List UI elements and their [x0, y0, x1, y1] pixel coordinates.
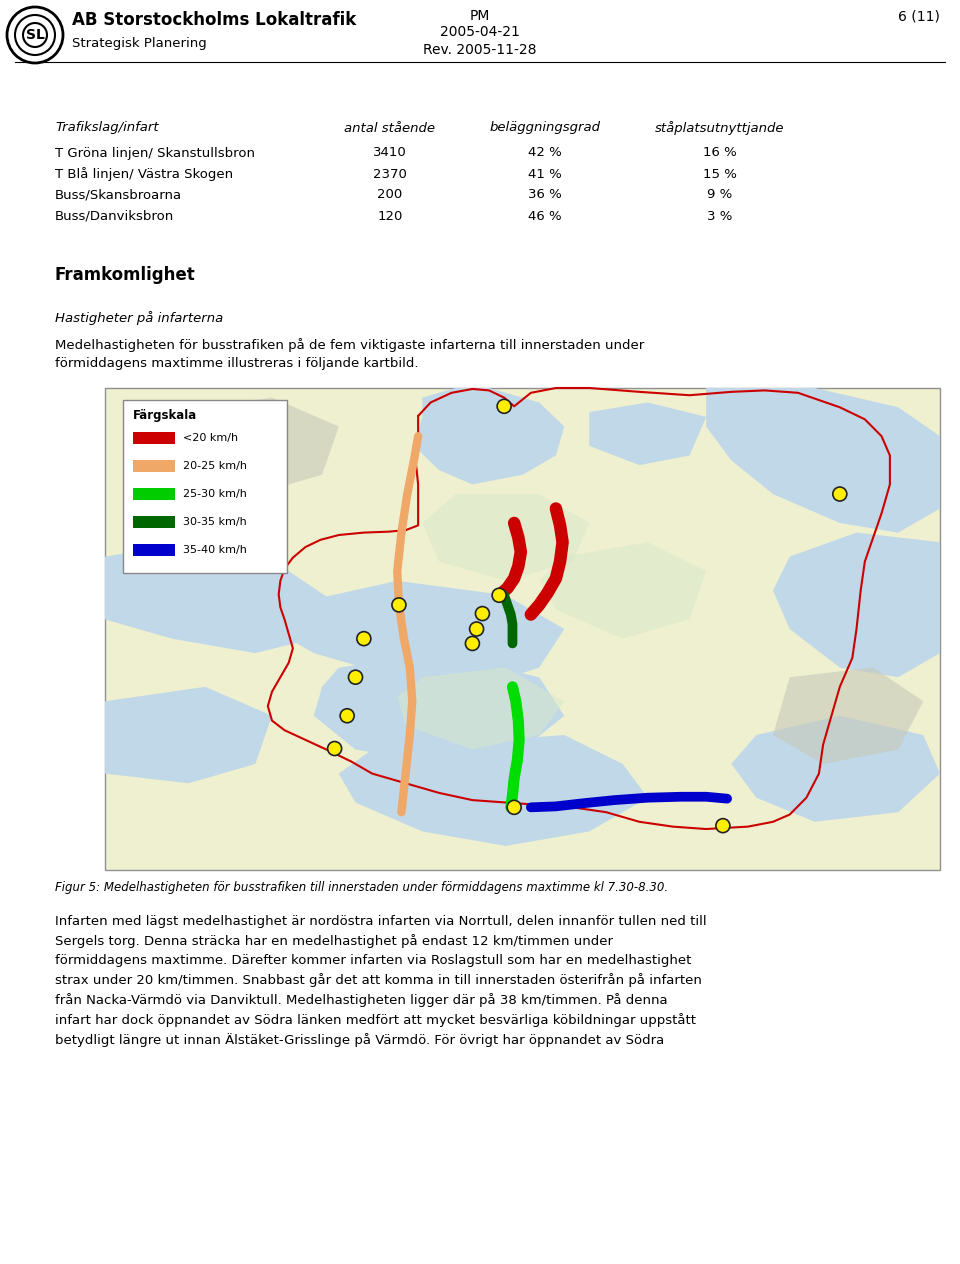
Polygon shape [422, 494, 589, 580]
Text: SL: SL [26, 28, 44, 42]
Circle shape [348, 670, 363, 684]
Text: 9 %: 9 % [708, 188, 732, 201]
Polygon shape [339, 736, 648, 846]
Bar [133, 432, 175, 444]
Circle shape [466, 637, 479, 651]
Polygon shape [314, 653, 564, 763]
Text: AB Storstockholms Lokaltrafik: AB Storstockholms Lokaltrafik [72, 11, 356, 29]
Polygon shape [397, 667, 564, 750]
Text: 36 %: 36 % [528, 188, 562, 201]
Text: beläggningsgrad: beläggningsgrad [490, 121, 601, 134]
Polygon shape [773, 532, 940, 678]
Text: Buss/Danviksbron: Buss/Danviksbron [55, 210, 175, 222]
Polygon shape [589, 402, 707, 465]
Text: 30-35 km/h: 30-35 km/h [183, 517, 247, 527]
Text: 25-30 km/h: 25-30 km/h [183, 489, 247, 499]
Bar [133, 516, 175, 528]
Polygon shape [105, 686, 272, 784]
Polygon shape [540, 542, 707, 638]
Circle shape [23, 23, 47, 47]
Circle shape [357, 632, 371, 646]
Text: PM: PM [469, 9, 491, 23]
Polygon shape [414, 388, 564, 484]
Text: Figur 5: Medelhastigheten för busstrafiken till innerstaden under förmiddagens m: Figur 5: Medelhastigheten för busstrafik… [55, 881, 668, 895]
Text: Buss/Skansbroarna: Buss/Skansbroarna [55, 188, 182, 201]
Circle shape [469, 622, 484, 636]
Text: 42 %: 42 % [528, 147, 562, 159]
Circle shape [507, 800, 521, 814]
Text: 3 %: 3 % [708, 210, 732, 222]
Text: T Gröna linjen/ Skanstullsbron: T Gröna linjen/ Skanstullsbron [55, 147, 255, 159]
Text: Trafikslag/infart: Trafikslag/infart [55, 121, 158, 134]
Text: 200: 200 [377, 188, 402, 201]
Text: antal stående: antal stående [345, 121, 436, 134]
Circle shape [15, 15, 55, 56]
Text: <20 km/h: <20 km/h [183, 434, 238, 442]
Text: Medelhastigheten för busstrafiken på de fem viktigaste infarterna till innerstad: Medelhastigheten för busstrafiken på de … [55, 337, 644, 370]
Circle shape [832, 487, 847, 501]
Text: Strategisk Planering: Strategisk Planering [72, 37, 206, 49]
Text: 2005-04-21: 2005-04-21 [440, 25, 520, 39]
Text: 46 %: 46 % [528, 210, 562, 222]
Circle shape [716, 819, 730, 833]
Bar [133, 488, 175, 501]
Text: Hastigheter på infarterna: Hastigheter på infarterna [55, 311, 224, 325]
Polygon shape [732, 715, 940, 822]
Text: 2370: 2370 [373, 168, 407, 181]
Circle shape [475, 607, 490, 621]
Polygon shape [105, 542, 339, 653]
Bar [133, 544, 175, 556]
Text: 6 (11): 6 (11) [899, 9, 940, 23]
Text: Infarten med lägst medelhastighet är nordöstra infarten via Norrtull, delen inna: Infarten med lägst medelhastighet är nor… [55, 915, 707, 1047]
Circle shape [497, 399, 511, 413]
Bar [105, 388, 940, 870]
Text: Färgskala: Färgskala [133, 410, 197, 422]
Circle shape [327, 742, 342, 756]
Text: 35-40 km/h: 35-40 km/h [183, 545, 247, 555]
Text: 3410: 3410 [373, 147, 407, 159]
Bar [133, 460, 175, 471]
Text: 120: 120 [377, 210, 402, 222]
Bar [123, 399, 287, 573]
Polygon shape [707, 388, 940, 532]
Circle shape [392, 598, 406, 612]
Circle shape [492, 588, 506, 602]
Polygon shape [773, 667, 924, 763]
Text: ståplatsutnyttjande: ståplatsutnyttjande [656, 121, 784, 135]
Text: 15 %: 15 % [703, 168, 737, 181]
Polygon shape [172, 398, 339, 494]
Circle shape [7, 8, 63, 63]
Text: 20-25 km/h: 20-25 km/h [183, 461, 247, 471]
Text: 16 %: 16 % [703, 147, 737, 159]
Text: 41 %: 41 % [528, 168, 562, 181]
Text: Framkomlighet: Framkomlighet [55, 265, 196, 284]
Polygon shape [272, 580, 564, 686]
Text: Rev. 2005-11-28: Rev. 2005-11-28 [423, 43, 537, 57]
Text: T Blå linjen/ Västra Skogen: T Blå linjen/ Västra Skogen [55, 167, 233, 181]
Circle shape [340, 709, 354, 723]
